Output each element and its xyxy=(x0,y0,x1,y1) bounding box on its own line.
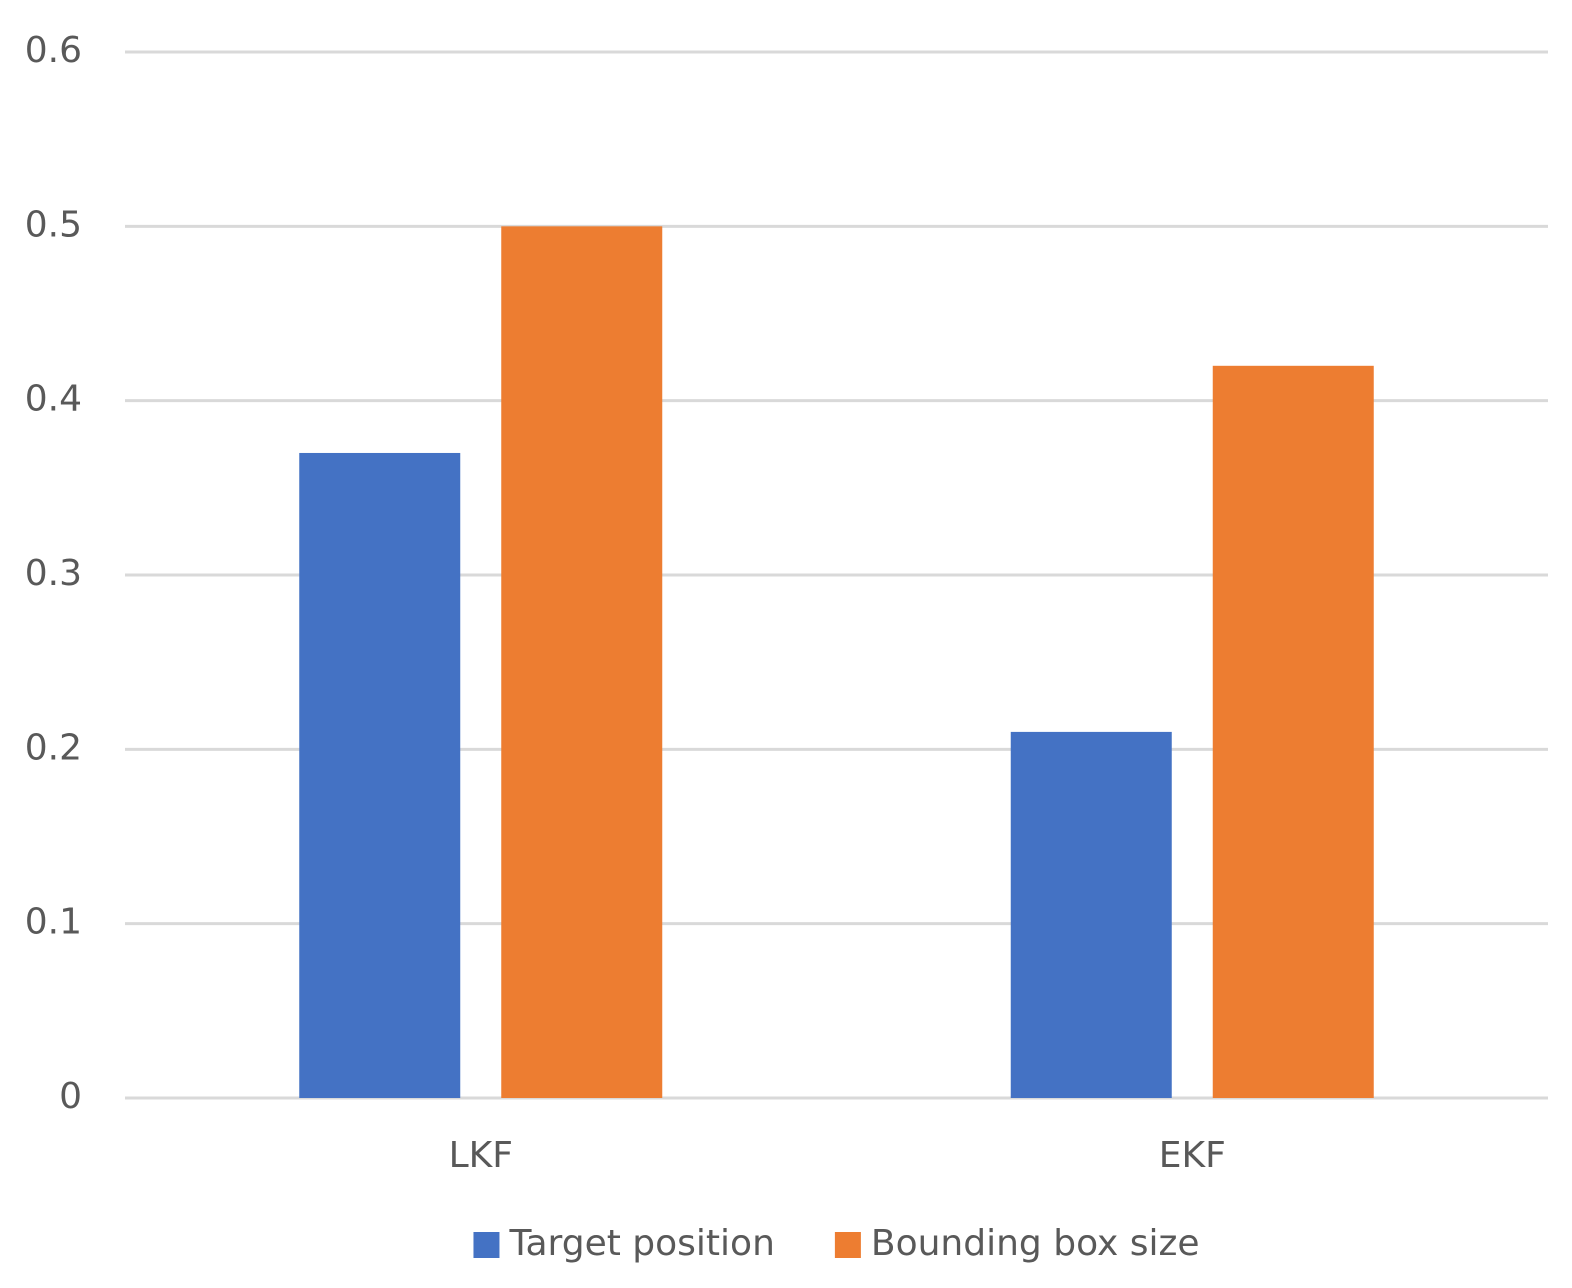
bar xyxy=(501,226,663,1099)
y-tick-label: 0.5 xyxy=(25,204,82,245)
bar xyxy=(299,452,461,1098)
y-tick-label: 0.1 xyxy=(25,902,82,943)
legend-label: Target position xyxy=(508,1223,774,1264)
x-tick-label: EKF xyxy=(1159,1135,1226,1176)
bar xyxy=(1212,365,1374,1098)
y-tick-label: 0 xyxy=(59,1076,82,1117)
y-tick-label: 0.2 xyxy=(25,727,82,768)
bar xyxy=(1010,731,1172,1098)
y-tick-label: 0.3 xyxy=(25,553,82,594)
legend-label: Bounding box size xyxy=(871,1223,1200,1264)
legend-swatch xyxy=(834,1232,861,1258)
legend-swatch xyxy=(473,1232,500,1258)
y-tick-label: 0.6 xyxy=(25,30,82,71)
x-tick-label: LKF xyxy=(449,1135,513,1176)
y-tick-label: 0.4 xyxy=(25,379,82,420)
